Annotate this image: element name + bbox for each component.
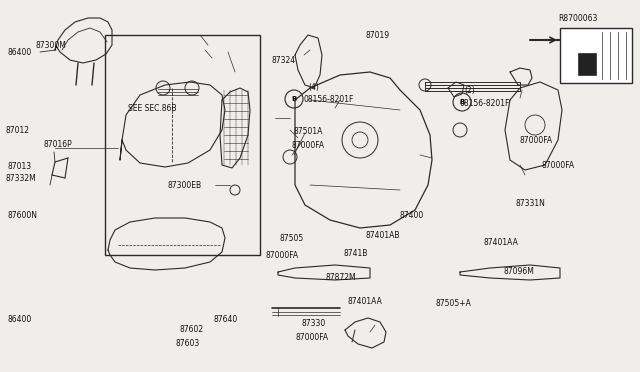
Text: 87602: 87602	[180, 326, 204, 334]
Text: 87501A: 87501A	[294, 126, 323, 135]
Text: 87000FA: 87000FA	[292, 141, 325, 150]
Text: B: B	[460, 99, 465, 105]
Text: 87000FA: 87000FA	[520, 135, 553, 144]
Text: 87332M: 87332M	[5, 173, 36, 183]
Text: SEE SEC.86B: SEE SEC.86B	[128, 103, 177, 112]
Bar	[578, 53, 596, 75]
Text: 8741B: 8741B	[343, 250, 367, 259]
Text: 87401AB: 87401AB	[366, 231, 401, 240]
Text: 86400: 86400	[7, 48, 31, 57]
Text: 87603: 87603	[175, 340, 199, 349]
Text: 87401AA: 87401AA	[348, 298, 383, 307]
Text: 87300EB: 87300EB	[168, 180, 202, 189]
Text: 87324: 87324	[272, 55, 296, 64]
Text: 87013: 87013	[8, 161, 32, 170]
Text: 87012: 87012	[5, 125, 29, 135]
Text: 87505: 87505	[279, 234, 303, 243]
Text: 87016P: 87016P	[43, 140, 72, 148]
Text: 87400: 87400	[400, 211, 424, 219]
Text: 87640: 87640	[213, 315, 237, 324]
Text: B: B	[291, 96, 296, 102]
Text: 87872M: 87872M	[326, 273, 356, 282]
Text: 87000FA: 87000FA	[542, 160, 575, 170]
Text: 87300M: 87300M	[35, 41, 66, 49]
Text: R8700063: R8700063	[558, 13, 597, 22]
Text: 87096M: 87096M	[503, 267, 534, 276]
Text: (4): (4)	[308, 83, 319, 92]
Text: 87505+A: 87505+A	[436, 299, 472, 308]
Text: (2): (2)	[464, 86, 475, 94]
Text: 87000FA: 87000FA	[265, 250, 298, 260]
Text: 87331N: 87331N	[515, 199, 545, 208]
Text: 08156-8201F: 08156-8201F	[304, 94, 355, 103]
Text: 86400: 86400	[7, 315, 31, 324]
Bar	[560, 28, 632, 83]
Text: 87019: 87019	[365, 31, 389, 39]
Text: 87000FA: 87000FA	[295, 334, 328, 343]
Text: 87401AA: 87401AA	[484, 237, 519, 247]
Text: 87600N: 87600N	[8, 211, 38, 219]
Bar	[105, 35, 260, 255]
Text: 87330: 87330	[302, 320, 326, 328]
Text: 08156-8201F: 08156-8201F	[459, 99, 509, 108]
